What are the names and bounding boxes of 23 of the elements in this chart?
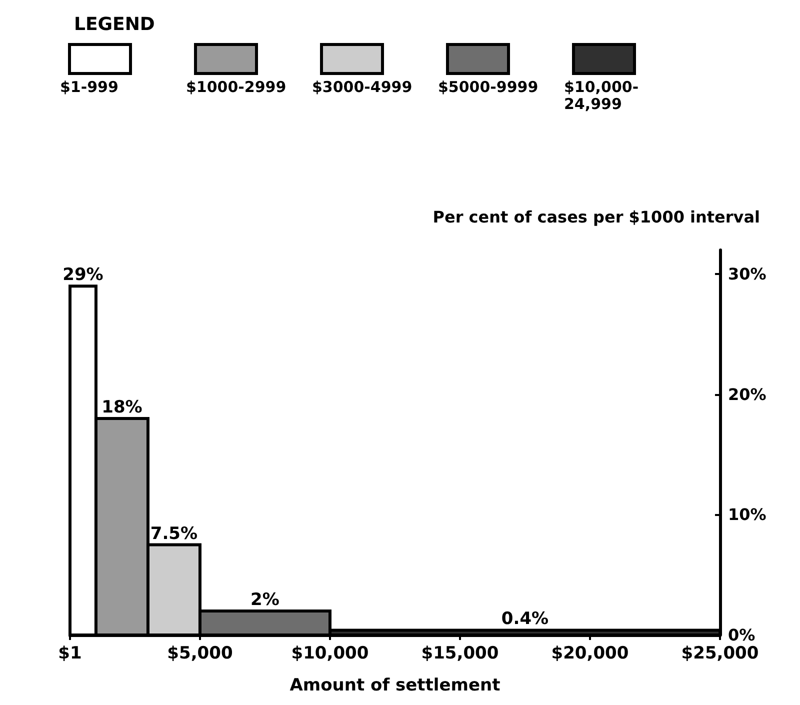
x-tick-label: $1 (58, 644, 82, 664)
category-label: $3000-4999 (312, 78, 412, 96)
x-axis-title: Amount of settlement (290, 676, 500, 696)
category-label: $1-999 (60, 78, 118, 96)
data-label: 18% (102, 397, 142, 418)
category-label: $1000-2999 (186, 78, 286, 96)
y-tick-label: 30% (728, 264, 766, 284)
data-label: 29% (62, 265, 104, 286)
x-tick-label: $10,000 (291, 644, 369, 664)
x-tick-label: $5,000 (167, 644, 233, 664)
x-tick-label: $25,000 (681, 644, 759, 664)
data-label: 0.4% (501, 609, 549, 630)
x-tick-label: $15,000 (421, 644, 499, 664)
y-axis-title: Per cent of cases per $1000 interval (432, 208, 760, 226)
data-label: 7.5% (150, 524, 198, 544)
y-tick-label: 20% (728, 384, 766, 404)
y-tick-label: 0% (728, 626, 756, 644)
category-label: $5000-9999 (438, 78, 538, 96)
category-label: $10,000-24,999 (564, 78, 639, 113)
x-tick-label: $20,000 (551, 644, 629, 664)
y-tick-label: 10% (728, 505, 766, 524)
data-label: 2% (250, 590, 280, 610)
legend-title: LEGEND (74, 14, 156, 35)
